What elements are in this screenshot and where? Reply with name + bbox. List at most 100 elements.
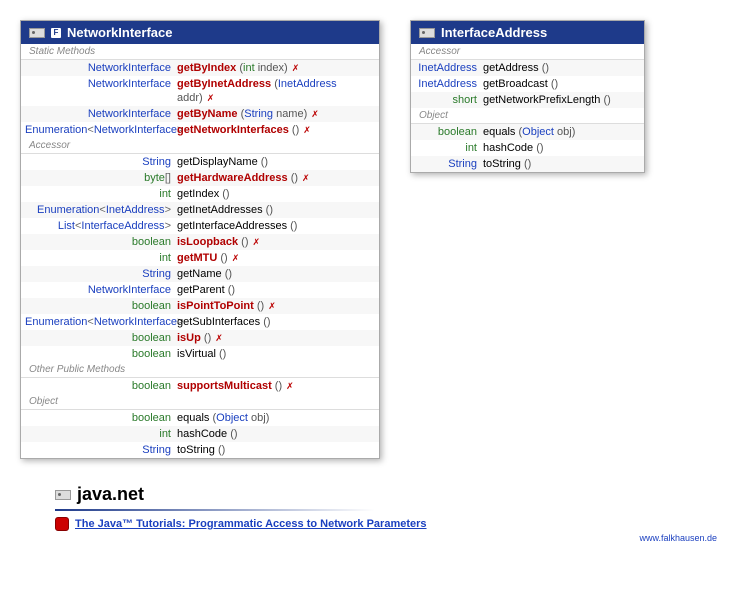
return-type: boolean bbox=[25, 331, 177, 345]
method-row: intgetMTU ()✗ bbox=[21, 250, 379, 266]
tutorial-link[interactable]: The Java™ Tutorials: Programmatic Access… bbox=[75, 518, 427, 530]
throws-marker: ✗ bbox=[207, 93, 215, 103]
method-sig[interactable]: getBroadcast () bbox=[483, 77, 640, 91]
tutorial-row: The Java™ Tutorials: Programmatic Access… bbox=[55, 517, 725, 531]
method-sig[interactable]: toString () bbox=[177, 443, 375, 457]
section-label: Object bbox=[21, 394, 379, 410]
method-row: StringtoString () bbox=[21, 442, 379, 458]
method-sig[interactable]: getName () bbox=[177, 267, 375, 281]
package-name: java.net bbox=[77, 484, 144, 505]
return-type: int bbox=[25, 187, 177, 201]
section-label: Accessor bbox=[411, 44, 644, 60]
throws-marker: ✗ bbox=[311, 109, 319, 119]
method-row: booleanisUp ()✗ bbox=[21, 330, 379, 346]
throws-marker: ✗ bbox=[253, 237, 261, 247]
method-sig[interactable]: getHardwareAddress ()✗ bbox=[177, 171, 375, 185]
method-sig[interactable]: equals (Object obj) bbox=[483, 125, 640, 139]
class-header: FNetworkInterface bbox=[21, 21, 379, 44]
section-label: Static Methods bbox=[21, 44, 379, 60]
return-type: int bbox=[415, 141, 483, 155]
method-row: booleanisPointToPoint ()✗ bbox=[21, 298, 379, 314]
method-row: Enumeration<InetAddress>getInetAddresses… bbox=[21, 202, 379, 218]
method-row: booleanisVirtual () bbox=[21, 346, 379, 362]
return-type: NetworkInterface bbox=[25, 61, 177, 75]
method-sig[interactable]: getAddress () bbox=[483, 61, 640, 75]
method-row: StringtoString () bbox=[411, 156, 644, 172]
return-type: NetworkInterface bbox=[25, 283, 177, 297]
method-row: StringgetName () bbox=[21, 266, 379, 282]
method-sig[interactable]: hashCode () bbox=[177, 427, 375, 441]
method-sig[interactable]: getInetAddresses () bbox=[177, 203, 375, 217]
credit-link[interactable]: www.falkhausen.de bbox=[20, 533, 725, 543]
method-sig[interactable]: isVirtual () bbox=[177, 347, 375, 361]
method-row: NetworkInterfacegetParent () bbox=[21, 282, 379, 298]
method-sig[interactable]: getSubInterfaces () bbox=[177, 315, 375, 329]
return-type: boolean bbox=[415, 125, 483, 139]
method-row: StringgetDisplayName () bbox=[21, 154, 379, 170]
throws-marker: ✗ bbox=[292, 63, 300, 73]
method-row: booleansupportsMulticast ()✗ bbox=[21, 378, 379, 394]
return-type: boolean bbox=[25, 235, 177, 249]
method-sig[interactable]: isPointToPoint ()✗ bbox=[177, 299, 375, 313]
package-icon bbox=[55, 490, 71, 500]
method-sig[interactable]: getNetworkInterfaces ()✗ bbox=[177, 123, 375, 137]
section-label: Other Public Methods bbox=[21, 362, 379, 378]
method-sig[interactable]: getInterfaceAddresses () bbox=[177, 219, 375, 233]
package-row: java.net bbox=[55, 484, 725, 505]
return-type: NetworkInterface bbox=[25, 77, 177, 105]
method-row: InetAddressgetBroadcast () bbox=[411, 76, 644, 92]
class-box-interfaceaddress: InterfaceAddressAccessorInetAddressgetAd… bbox=[410, 20, 645, 173]
method-row: NetworkInterfacegetByInetAddress (InetAd… bbox=[21, 76, 379, 106]
return-type: NetworkInterface bbox=[25, 107, 177, 121]
method-sig[interactable]: getIndex () bbox=[177, 187, 375, 201]
return-type: short bbox=[415, 93, 483, 107]
method-row: InetAddressgetAddress () bbox=[411, 60, 644, 76]
method-sig[interactable]: isLoopback ()✗ bbox=[177, 235, 375, 249]
method-row: inthashCode () bbox=[411, 140, 644, 156]
method-sig[interactable]: getParent () bbox=[177, 283, 375, 297]
method-sig[interactable]: getNetworkPrefixLength () bbox=[483, 93, 640, 107]
section-label: Object bbox=[411, 108, 644, 124]
method-row: inthashCode () bbox=[21, 426, 379, 442]
method-sig[interactable]: equals (Object obj) bbox=[177, 411, 375, 425]
return-type: InetAddress bbox=[415, 77, 483, 91]
class-header: InterfaceAddress bbox=[411, 21, 644, 44]
method-row: NetworkInterfacegetByIndex (int index)✗ bbox=[21, 60, 379, 76]
class-box-networkinterface: FNetworkInterfaceStatic MethodsNetworkIn… bbox=[20, 20, 380, 459]
class-diagram-container: FNetworkInterfaceStatic MethodsNetworkIn… bbox=[20, 20, 725, 459]
method-row: booleanequals (Object obj) bbox=[21, 410, 379, 426]
throws-marker: ✗ bbox=[286, 381, 294, 391]
method-sig[interactable]: getByIndex (int index)✗ bbox=[177, 61, 375, 75]
throws-marker: ✗ bbox=[215, 333, 223, 343]
method-row: Enumeration<NetworkInterface>getNetworkI… bbox=[21, 122, 379, 138]
class-icon bbox=[419, 28, 435, 38]
method-sig[interactable]: getByInetAddress (InetAddress addr)✗ bbox=[177, 77, 375, 105]
gradient-divider bbox=[55, 509, 375, 511]
return-type: boolean bbox=[25, 299, 177, 313]
class-icon bbox=[29, 28, 45, 38]
return-type: String bbox=[25, 155, 177, 169]
method-sig[interactable]: hashCode () bbox=[483, 141, 640, 155]
method-row: NetworkInterfacegetByName (String name)✗ bbox=[21, 106, 379, 122]
method-row: shortgetNetworkPrefixLength () bbox=[411, 92, 644, 108]
method-sig[interactable]: getMTU ()✗ bbox=[177, 251, 375, 265]
throws-marker: ✗ bbox=[303, 125, 311, 135]
return-type: boolean bbox=[25, 347, 177, 361]
return-type: Enumeration<InetAddress> bbox=[25, 203, 177, 217]
return-type: boolean bbox=[25, 411, 177, 425]
return-type: String bbox=[415, 157, 483, 171]
method-row: booleanisLoopback ()✗ bbox=[21, 234, 379, 250]
method-sig[interactable]: getByName (String name)✗ bbox=[177, 107, 375, 121]
method-sig[interactable]: supportsMulticast ()✗ bbox=[177, 379, 375, 393]
return-type: Enumeration<NetworkInterface> bbox=[25, 123, 177, 137]
return-type: String bbox=[25, 267, 177, 281]
method-sig[interactable]: isUp ()✗ bbox=[177, 331, 375, 345]
method-row: List<InterfaceAddress>getInterfaceAddres… bbox=[21, 218, 379, 234]
method-row: booleanequals (Object obj) bbox=[411, 124, 644, 140]
class-title: NetworkInterface bbox=[67, 25, 172, 40]
method-row: Enumeration<NetworkInterface>getSubInter… bbox=[21, 314, 379, 330]
return-type: List<InterfaceAddress> bbox=[25, 219, 177, 233]
method-sig[interactable]: getDisplayName () bbox=[177, 155, 375, 169]
method-sig[interactable]: toString () bbox=[483, 157, 640, 171]
class-title: InterfaceAddress bbox=[441, 25, 547, 40]
